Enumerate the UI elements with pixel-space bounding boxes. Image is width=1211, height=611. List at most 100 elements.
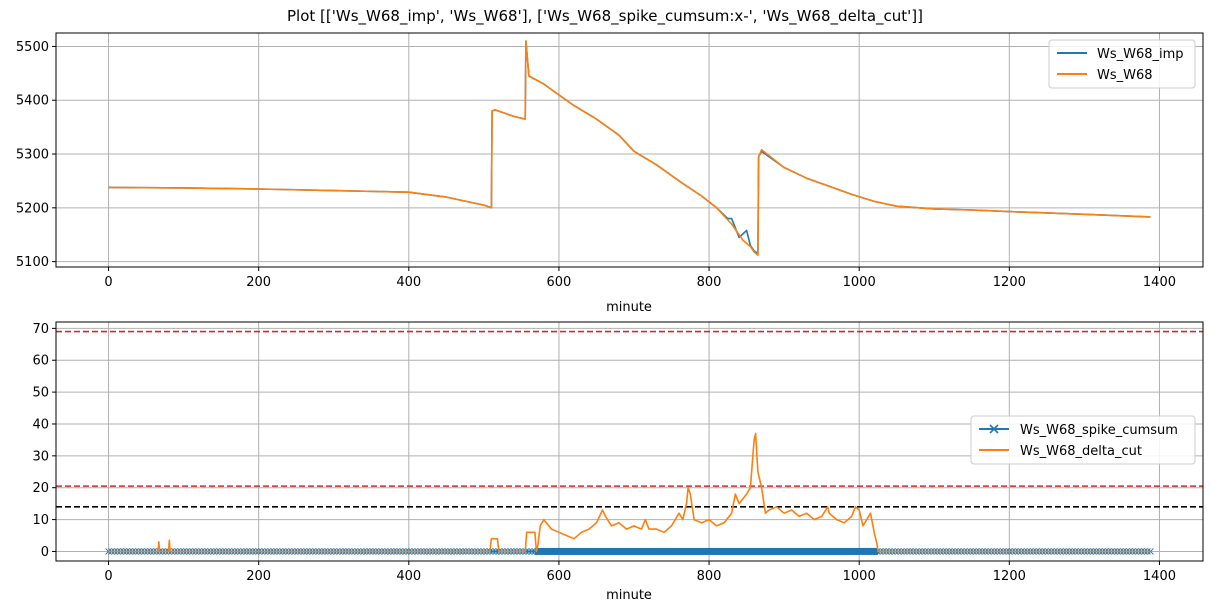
threshold-lines (56, 330, 1203, 508)
x-axis-label-top: minute (606, 300, 652, 315)
marker-x-ws-w68-spike-cumsum (855, 548, 863, 555)
marker-x-ws-w68-spike-cumsum (537, 548, 545, 555)
series-top (108, 40, 1151, 256)
legend-label-ws-w68-imp: Ws_W68_imp (1097, 47, 1184, 62)
marker-x-ws-w68-spike-cumsum (672, 548, 680, 555)
x-tick-label: 600 (547, 275, 572, 290)
marker-x-ws-w68-spike-cumsum (603, 548, 611, 555)
marker-x-ws-w68-spike-cumsum (552, 548, 560, 555)
x-ticks-top: 0 200 400 600 800 1000 1200 1400 (104, 267, 1176, 290)
marker-x-ws-w68-spike-cumsum (657, 548, 665, 555)
series-line-ws-w68 (108, 40, 1151, 256)
marker-x-ws-w68-spike-cumsum (747, 548, 755, 555)
marker-x-ws-w68-spike-cumsum (795, 548, 803, 555)
marker-x-ws-w68-spike-cumsum (594, 548, 602, 555)
marker-x-ws-w68-spike-cumsum (570, 548, 578, 555)
marker-x-ws-w68-spike-cumsum (774, 548, 782, 555)
marker-x-ws-w68-spike-cumsum (558, 548, 566, 555)
plot-bottom: 0 200 400 600 800 1000 1200 1400 0 10 20 30 40 50 60 7… (32, 321, 1204, 603)
marker-x-ws-w68-spike-cumsum (828, 548, 836, 555)
marker-x-ws-w68-spike-cumsum (699, 548, 707, 555)
marker-x-ws-w68-spike-cumsum (735, 548, 743, 555)
marker-x-ws-w68-spike-cumsum (738, 548, 746, 555)
marker-x-ws-w68-spike-cumsum (615, 548, 623, 555)
y-tick-label: 5400 (16, 94, 49, 109)
marker-x-ws-w68-spike-cumsum (723, 548, 731, 555)
marker-x-ws-w68-spike-cumsum (702, 548, 710, 555)
y-tick-label: 70 (32, 322, 49, 337)
figure-title: Plot [['Ws_W68_imp', 'Ws_W68'], ['Ws_W68… (287, 7, 923, 26)
marker-x-ws-w68-spike-cumsum (555, 548, 563, 555)
marker-x-ws-w68-spike-cumsum (753, 548, 761, 555)
marker-x-ws-w68-spike-cumsum (618, 548, 626, 555)
plot-top: 0 200 400 600 800 1000 1200 1400 5100 5200 5300 54… (16, 32, 1204, 315)
marker-x-ws-w68-spike-cumsum (816, 548, 824, 555)
marker-x-ws-w68-spike-cumsum (576, 548, 584, 555)
marker-x-ws-w68-spike-cumsum (546, 548, 554, 555)
x-tick-label: 200 (246, 275, 271, 290)
x-tick-label: 1400 (1143, 569, 1176, 584)
marker-x-ws-w68-spike-cumsum (639, 548, 647, 555)
x-tick-label: 800 (697, 569, 722, 584)
marker-x-ws-w68-spike-cumsum (648, 548, 656, 555)
marker-x-ws-w68-spike-cumsum (687, 548, 695, 555)
marker-x-ws-w68-spike-cumsum (579, 548, 587, 555)
marker-x-ws-w68-spike-cumsum (765, 548, 773, 555)
x-tick-label: 1000 (843, 275, 876, 290)
x-tick-label: 400 (396, 569, 421, 584)
marker-x-ws-w68-spike-cumsum (666, 548, 674, 555)
marker-x-ws-w68-spike-cumsum (549, 548, 557, 555)
marker-x-ws-w68-spike-cumsum (630, 548, 638, 555)
marker-x-ws-w68-spike-cumsum (870, 548, 878, 555)
marker-x-ws-w68-spike-cumsum (588, 548, 596, 555)
y-tick-label: 20 (32, 481, 49, 496)
y-tick-label: 0 (41, 545, 49, 560)
marker-x-ws-w68-spike-cumsum (846, 548, 854, 555)
x-tick-label: 0 (104, 569, 112, 584)
marker-x-ws-w68-spike-cumsum (693, 548, 701, 555)
marker-x-ws-w68-spike-cumsum (771, 548, 779, 555)
series-bottom (105, 432, 1154, 555)
marker-x-ws-w68-spike-cumsum (678, 548, 686, 555)
x-tick-label: 1000 (843, 569, 876, 584)
marker-x-ws-w68-spike-cumsum (591, 548, 599, 555)
marker-x-ws-w68-spike-cumsum (717, 548, 725, 555)
y-tick-label: 60 (32, 354, 49, 369)
x-tick-label: 600 (547, 569, 572, 584)
marker-x-ws-w68-spike-cumsum (822, 548, 830, 555)
x-axis-label-bottom: minute (606, 588, 652, 603)
marker-x-ws-w68-spike-cumsum (543, 548, 551, 555)
marker-x-ws-w68-spike-cumsum (609, 548, 617, 555)
series-line-ws-w68-delta-cut (108, 432, 1151, 553)
marker-x-ws-w68-spike-cumsum (654, 548, 662, 555)
marker-x-ws-w68-spike-cumsum (681, 548, 689, 555)
marker-x-ws-w68-spike-cumsum (867, 548, 875, 555)
marker-x-ws-w68-spike-cumsum (732, 548, 740, 555)
x-tick-label: 400 (396, 275, 421, 290)
marker-x-ws-w68-spike-cumsum (792, 548, 800, 555)
marker-x-ws-w68-spike-cumsum (726, 548, 734, 555)
axes-frame-bottom (55, 321, 1204, 562)
marker-x-ws-w68-spike-cumsum (651, 548, 659, 555)
legend-label-ws-w68: Ws_W68 (1097, 68, 1153, 83)
y-tick-label: 10 (32, 513, 49, 528)
marker-x-ws-w68-spike-cumsum (564, 548, 572, 555)
marker-x-ws-w68-spike-cumsum (834, 548, 842, 555)
x-ticks-bottom: 0 200 400 600 800 1000 1200 1400 (104, 561, 1176, 584)
y-tick-label: 5500 (16, 40, 49, 55)
y-tick-label: 5100 (16, 255, 49, 270)
x-tick-label: 800 (697, 275, 722, 290)
marker-x-ws-w68-spike-cumsum (783, 548, 791, 555)
marker-x-ws-w68-spike-cumsum (807, 548, 815, 555)
x-tick-label: 1200 (993, 275, 1026, 290)
marker-x-ws-w68-spike-cumsum (540, 548, 548, 555)
marker-x-ws-w68-spike-cumsum (684, 548, 692, 555)
marker-x-ws-w68-spike-cumsum (837, 548, 845, 555)
marker-x-ws-w68-spike-cumsum (669, 548, 677, 555)
x-tick-label: 200 (246, 569, 271, 584)
marker-x-ws-w68-spike-cumsum (861, 548, 869, 555)
marker-x-ws-w68-spike-cumsum (624, 548, 632, 555)
marker-x-ws-w68-spike-cumsum (711, 548, 719, 555)
marker-x-ws-w68-spike-cumsum (768, 548, 776, 555)
